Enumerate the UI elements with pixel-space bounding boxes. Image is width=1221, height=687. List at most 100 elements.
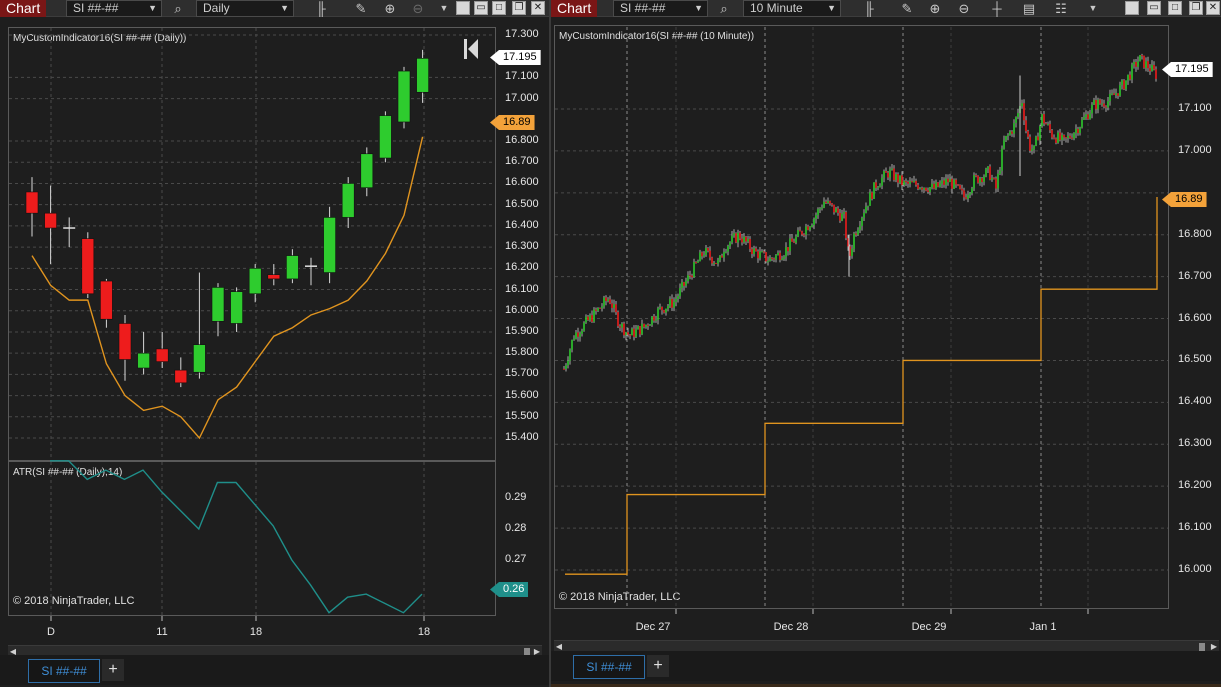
minimize-icon[interactable]	[456, 1, 470, 15]
tab-instrument[interactable]: SI ##-##	[28, 659, 100, 683]
axis-tick-label: 16.100	[505, 282, 539, 295]
candle-down	[917, 184, 919, 189]
restore-icon[interactable]: ▭	[474, 1, 488, 15]
zoom-out-icon[interactable]: ⊖	[412, 1, 424, 16]
axis-tick-label: 17.100	[505, 70, 539, 83]
add-tab-button[interactable]: +	[647, 655, 669, 677]
atr-panel[interactable]: ATR(SI ##-## (Daily),14) © 2018 NinjaTra…	[8, 461, 496, 616]
scroll-right-icon[interactable]: ▶	[1210, 642, 1218, 651]
axis-tick-label: 16.400	[1178, 395, 1212, 408]
dropdown-arrow-icon[interactable]: ▼	[1088, 3, 1098, 13]
price-panel[interactable]: MyCustomIndicator16(SI ##-## (Daily))	[8, 27, 496, 461]
drawing-tool-icon[interactable]: ✎	[901, 1, 913, 16]
candle-up	[1111, 93, 1113, 95]
candle-up	[991, 178, 993, 180]
candle-down	[897, 173, 899, 183]
dropdown-arrow-icon[interactable]: ▼	[439, 3, 449, 13]
candle-down	[118, 323, 132, 360]
bar-type-icon[interactable]: ╟	[316, 1, 326, 16]
candle-down	[739, 232, 741, 239]
candle-up	[805, 226, 807, 235]
candle-up	[589, 315, 591, 321]
candle-up	[1013, 123, 1015, 134]
maximize-icon[interactable]: □	[1168, 1, 1182, 15]
axis-tick-label: 16.300	[505, 240, 539, 253]
close-icon[interactable]: ✕	[1206, 1, 1220, 15]
interval-value: 10 Minute	[750, 1, 803, 15]
left-chart-canvas	[9, 28, 495, 621]
horizontal-scrollbar[interactable]: ◀ ▶	[554, 640, 1219, 653]
minimize-icon[interactable]	[1125, 1, 1139, 15]
candle-up	[817, 209, 819, 216]
candle-up	[729, 242, 731, 246]
candle-up	[583, 322, 585, 331]
candle-down	[1011, 131, 1013, 134]
restore-down-icon[interactable]: ❐	[512, 1, 526, 15]
candle-up	[949, 178, 951, 183]
indicator-value-marker: 16.89	[1162, 192, 1207, 207]
bar-type-icon[interactable]: ╟	[864, 1, 874, 16]
close-icon[interactable]: ✕	[531, 1, 545, 15]
candle-down	[887, 172, 889, 178]
candle-up	[621, 323, 623, 328]
candle-up	[1061, 134, 1063, 141]
candle-up	[1125, 80, 1127, 90]
restore-down-icon[interactable]: ❐	[1189, 1, 1203, 15]
candle-up	[1039, 126, 1041, 141]
candle-up	[737, 232, 739, 243]
zoom-in-icon[interactable]: ⊕	[929, 1, 941, 16]
scroll-right-icon[interactable]: ▶	[533, 647, 541, 656]
candle-down	[849, 246, 851, 256]
axis-tick-label: 15.600	[505, 388, 539, 401]
restore-icon[interactable]: ▭	[1147, 1, 1161, 15]
candle-up	[939, 183, 941, 187]
properties-icon[interactable]: ☷	[1055, 1, 1067, 16]
interval-selector[interactable]: 10 Minute ▼	[743, 0, 841, 17]
instrument-selector[interactable]: SI ##-## ▼	[613, 0, 708, 17]
candle-down	[615, 304, 617, 313]
scroll-left-icon[interactable]: ◀	[555, 642, 563, 651]
scroll-thumb[interactable]	[1199, 643, 1205, 652]
tab-instrument[interactable]: SI ##-##	[573, 655, 645, 679]
candle-up	[1127, 74, 1129, 81]
add-tab-button[interactable]: +	[102, 659, 124, 681]
candle-down	[829, 201, 831, 204]
horizontal-scrollbar[interactable]: ◀ ▶	[8, 645, 542, 658]
scroll-left-icon[interactable]: ◀	[9, 647, 17, 656]
scroll-to-start-icon[interactable]	[463, 38, 479, 60]
candle-down	[763, 251, 765, 253]
candle-down	[701, 252, 703, 257]
magnifier-icon[interactable]: ⌕	[174, 1, 182, 16]
drawing-tool-icon[interactable]: ✎	[355, 1, 367, 16]
zoom-out-icon[interactable]: ⊖	[958, 1, 970, 16]
interval-selector[interactable]: Daily ▼	[196, 0, 294, 17]
candle-up	[945, 178, 947, 185]
scroll-thumb[interactable]	[524, 648, 530, 657]
chevron-down-icon: ▼	[280, 3, 289, 13]
instrument-selector[interactable]: SI ##-## ▼	[66, 0, 162, 17]
candle-up	[681, 282, 683, 289]
candle-up	[857, 229, 859, 235]
axis-tick-label: 0.28	[505, 522, 527, 534]
data-box-icon[interactable]: ▤	[1022, 1, 1036, 16]
candle-up	[649, 324, 651, 326]
price-panel[interactable]: MyCustomIndicator16(SI ##-## (10 Minute)…	[554, 25, 1169, 609]
candle-up	[713, 263, 715, 265]
candle-down	[875, 182, 877, 188]
candle-up	[769, 257, 771, 262]
candle-up	[1093, 100, 1095, 105]
candle-down	[100, 280, 113, 320]
candle-down	[611, 303, 613, 309]
candle-up	[687, 275, 689, 281]
candle-up	[941, 180, 943, 184]
candle-up	[753, 248, 755, 254]
candle-up	[1033, 145, 1035, 150]
candle-up	[883, 171, 885, 178]
candle-down	[905, 181, 907, 183]
zoom-in-icon[interactable]: ⊕	[384, 1, 396, 16]
magnifier-icon[interactable]: ⌕	[720, 1, 728, 16]
candle-up	[1041, 114, 1043, 127]
crosshair-icon[interactable]: ┼	[992, 1, 1002, 16]
candle-down	[855, 233, 857, 235]
maximize-icon[interactable]: □	[492, 1, 506, 15]
